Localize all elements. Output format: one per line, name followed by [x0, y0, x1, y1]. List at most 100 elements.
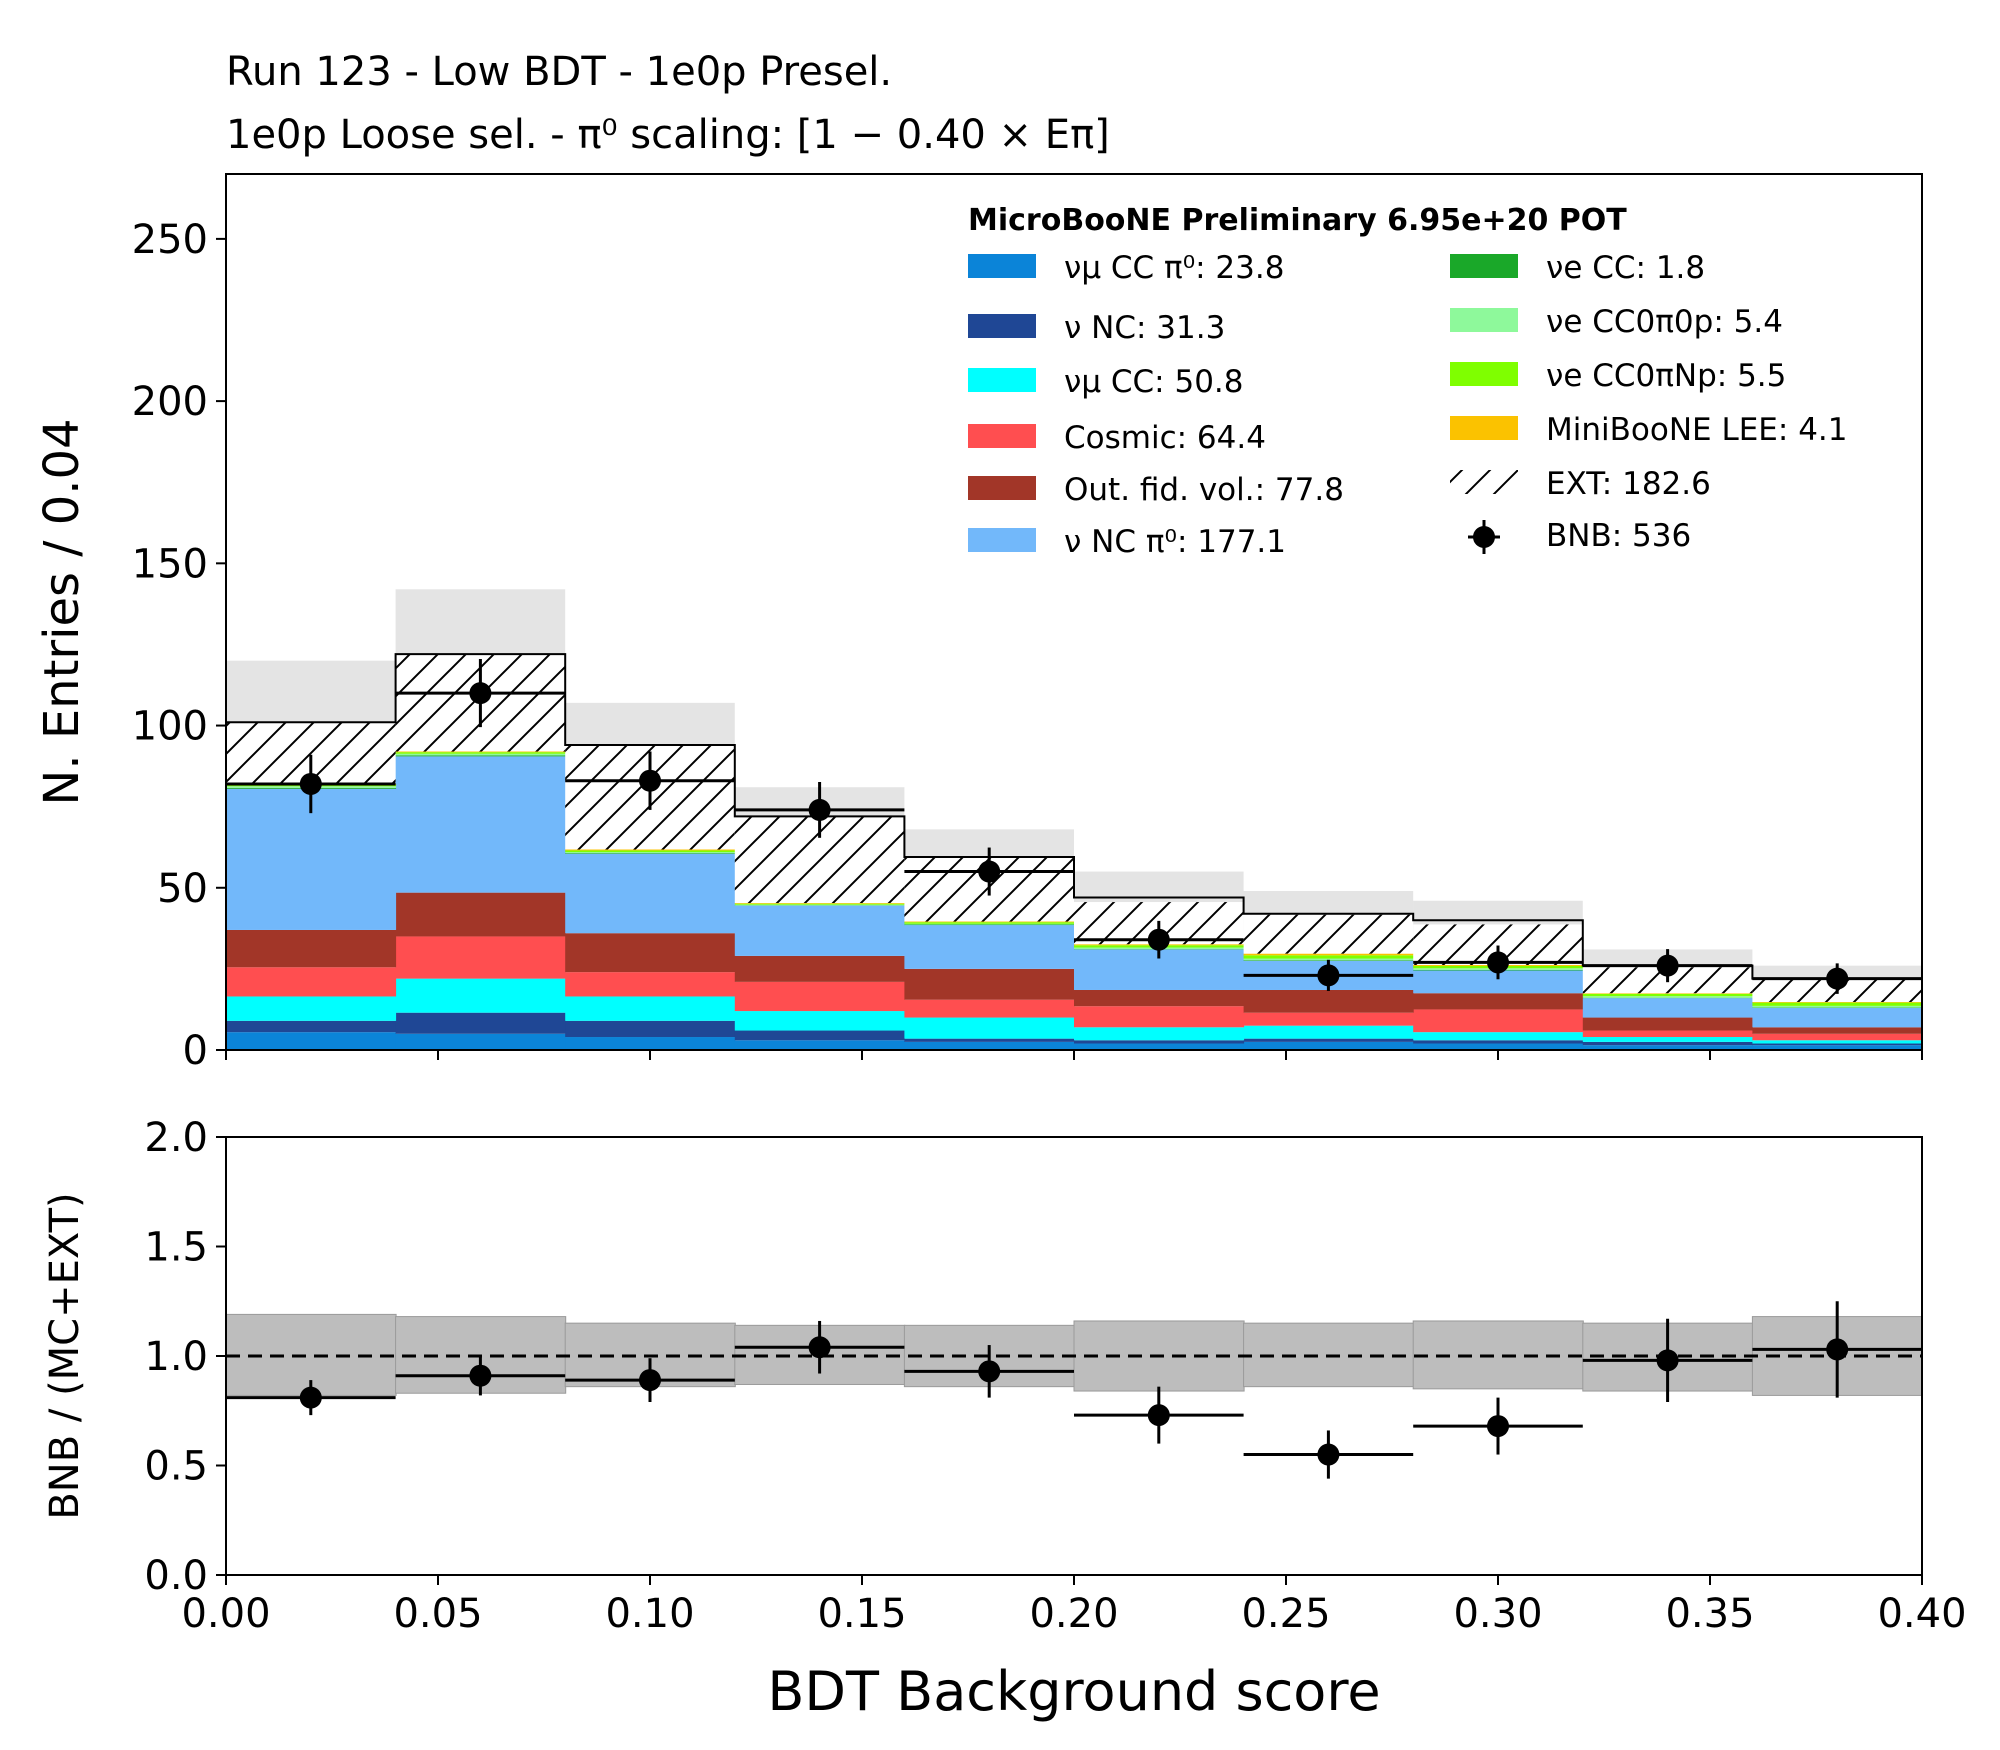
y-tick-label: 0.0 — [144, 1553, 208, 1599]
ratio-point — [299, 1386, 322, 1409]
stack-bar — [395, 752, 566, 754]
stack-bar — [395, 753, 566, 756]
stack-bar — [565, 933, 736, 973]
data-point — [469, 682, 492, 705]
x-tick-label: 0.20 — [1029, 1591, 1118, 1637]
stack-bar — [734, 1030, 905, 1041]
legend-title: MicroBooNE Preliminary 6.95e+20 POT — [968, 203, 1627, 238]
stack-bar — [1582, 1041, 1753, 1046]
stack-bar — [395, 936, 566, 979]
legend-label: νe CC0πNp: 5.5 — [1546, 358, 1786, 394]
data-point — [1826, 967, 1849, 990]
stack-bar — [1582, 1037, 1753, 1042]
ratio-point — [1826, 1338, 1849, 1361]
stack-bar — [1243, 953, 1414, 956]
legend-swatch — [968, 424, 1036, 448]
stack-bar — [1413, 1009, 1584, 1033]
main-histogram-panel: 0 50 100 150 200 250 N. Entries / 0.04 — [34, 173, 1923, 1074]
ratio-points — [226, 1301, 1922, 1479]
stack-bar — [565, 853, 736, 934]
legend: MicroBooNE Preliminary 6.95e+20 POT νμ C… — [968, 203, 1848, 560]
stack-bar — [1752, 1045, 1922, 1050]
stack-bar — [1074, 1006, 1245, 1028]
bottom-y-ticks: 0.0 0.5 1.0 1.5 2.0 — [144, 1115, 226, 1599]
data-point — [978, 860, 1001, 883]
stack-bar — [734, 903, 905, 904]
legend-label: ν NC: 31.3 — [1064, 310, 1225, 346]
stack-bar — [1413, 1040, 1584, 1044]
y-tick-label: 2.0 — [144, 1115, 208, 1161]
stack-bar — [904, 999, 1075, 1018]
legend-label: νμ CC π⁰: 23.8 — [1064, 250, 1284, 286]
ext-bar — [1243, 914, 1414, 954]
stack-bar — [904, 923, 1075, 925]
data-point — [1147, 928, 1170, 951]
legend-label: EXT: 182.6 — [1546, 466, 1711, 502]
legend-label: MiniBooNE LEE: 4.1 — [1546, 412, 1848, 448]
stack-bar — [565, 996, 736, 1021]
stack-bar — [226, 1020, 397, 1033]
stack-bar — [565, 850, 736, 853]
stack-bar — [565, 972, 736, 997]
stack-bar — [1243, 955, 1414, 959]
stack-bar — [1582, 996, 1753, 998]
stack-bar — [1752, 1043, 1922, 1046]
y-tick-label: 1.5 — [144, 1225, 208, 1271]
stack-bar — [904, 1017, 1075, 1039]
stack-bar — [1413, 993, 1584, 1010]
stack-bar — [1752, 1040, 1922, 1044]
stack-bar — [904, 1038, 1075, 1042]
ratio-panel: 0.0 0.5 1.0 1.5 2.0 0.00 0.05 0.10 0.15 0.20 0.25… — [42, 1115, 1967, 1723]
stack-bar — [1243, 1012, 1414, 1026]
legend-label: ν NC π⁰: 177.1 — [1064, 524, 1286, 560]
stack-bar — [904, 921, 1075, 923]
stack-bar — [1582, 998, 1753, 1018]
data-point — [1656, 954, 1679, 977]
x-tick-label: 0.35 — [1665, 1591, 1754, 1637]
stack-bar — [1243, 1038, 1414, 1042]
stack-bar — [904, 968, 1075, 1000]
x-tick-label: 0.40 — [1877, 1591, 1966, 1637]
stack-bar — [1582, 1017, 1753, 1031]
ratio-point — [978, 1360, 1001, 1383]
stack-bar — [1413, 970, 1584, 994]
legend-swatch — [1450, 308, 1518, 332]
stack-bar — [1413, 1032, 1584, 1041]
chart-title-line1: Run 123 - Low BDT - 1e0p Presel. — [226, 49, 892, 95]
stack-bar — [734, 981, 905, 1012]
stack-bar — [1582, 1045, 1753, 1050]
ratio-point — [1317, 1443, 1340, 1466]
stack-bar — [1074, 1027, 1245, 1041]
legend-swatch — [968, 528, 1036, 552]
stack-bar — [904, 924, 1075, 926]
stack-bar — [734, 955, 905, 982]
stack-bar — [1752, 1002, 1922, 1006]
stack-bar — [395, 1033, 566, 1050]
stack-bar — [1582, 993, 1753, 994]
top-y-axis-label: N. Entries / 0.04 — [34, 418, 90, 805]
stack-bar — [395, 892, 566, 937]
stack-bar — [1582, 1030, 1753, 1038]
y-tick-label: 100 — [132, 704, 208, 750]
ratio-point — [808, 1336, 831, 1359]
stack-bar — [395, 978, 566, 1013]
stack-bar — [904, 922, 1075, 924]
x-axis-label: BDT Background score — [767, 1660, 1380, 1723]
legend-swatch — [968, 368, 1036, 392]
ratio-point — [469, 1364, 492, 1387]
ratio-point — [1656, 1349, 1679, 1372]
y-tick-label: 0.5 — [144, 1444, 208, 1490]
ratio-point — [1147, 1404, 1170, 1427]
stack-bar — [226, 1032, 397, 1050]
stack-bar — [395, 1012, 566, 1034]
stack-bar — [734, 1011, 905, 1031]
ratio-point — [639, 1369, 661, 1392]
stack-bar — [565, 853, 736, 854]
stack-bar — [1074, 989, 1245, 1007]
y-tick-label: 200 — [132, 379, 208, 425]
y-tick-label: 1.0 — [144, 1334, 208, 1380]
data-point — [639, 769, 661, 792]
stack-bar — [904, 1041, 1075, 1050]
stack-bar — [395, 751, 566, 753]
legend-swatch — [968, 476, 1036, 500]
